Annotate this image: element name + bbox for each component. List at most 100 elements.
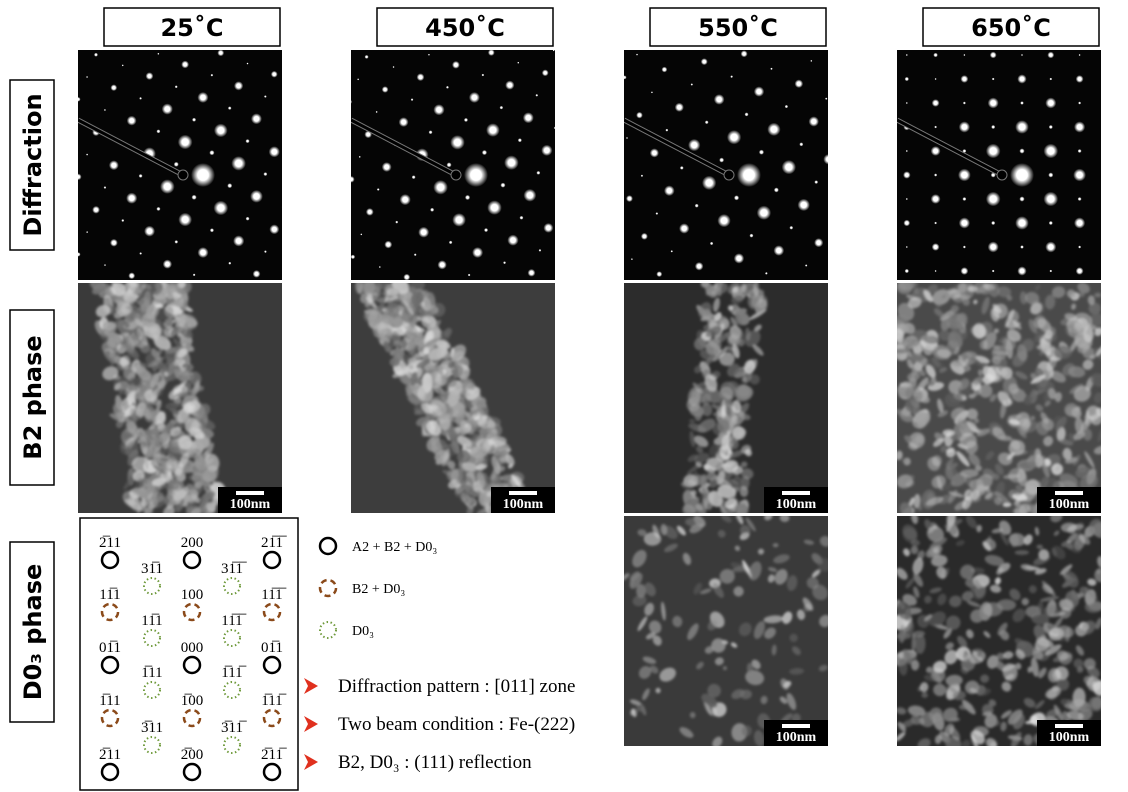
legend-label: B2 + D0₃ bbox=[352, 582, 405, 597]
diffraction-spot bbox=[251, 113, 262, 124]
diffraction-spot bbox=[934, 222, 937, 225]
diffraction-spot bbox=[122, 64, 124, 66]
diffraction-spot bbox=[931, 146, 941, 156]
diffraction-spot bbox=[245, 139, 249, 143]
diffraction-spot bbox=[962, 197, 966, 201]
diffraction-spot bbox=[92, 206, 100, 214]
diffraction-spot bbox=[517, 62, 519, 64]
diffraction-spot bbox=[541, 145, 552, 156]
diffraction-spot bbox=[524, 189, 537, 202]
diffraction-spot bbox=[830, 218, 833, 221]
diffraction-spot bbox=[1073, 169, 1086, 182]
diffraction-spot bbox=[76, 252, 81, 257]
diffraction-spot bbox=[282, 51, 284, 53]
diffraction-spot bbox=[636, 112, 643, 119]
diffraction-spot bbox=[233, 235, 244, 246]
diffraction-spot bbox=[1047, 52, 1054, 59]
diffraction-spot bbox=[399, 117, 409, 127]
diffraction-spot bbox=[617, 280, 621, 284]
beam-stop-tip bbox=[724, 170, 734, 180]
diffraction-spot bbox=[174, 162, 179, 167]
diffraction-spot bbox=[452, 61, 460, 69]
diffraction-spot bbox=[795, 79, 804, 88]
diffraction-spot bbox=[1017, 266, 1026, 275]
diffraction-spot bbox=[209, 150, 214, 155]
reflection-index: 11̅1 bbox=[99, 587, 120, 603]
scale-bar bbox=[1055, 724, 1083, 728]
diffraction-spot bbox=[963, 54, 965, 56]
diffraction-spot bbox=[671, 250, 673, 252]
reflection-index: 31̅1 bbox=[141, 561, 163, 577]
diffraction-spot bbox=[347, 99, 352, 104]
diffraction-spot bbox=[351, 255, 356, 260]
diffraction-spot bbox=[157, 53, 159, 55]
panel bbox=[351, 273, 555, 520]
reflection-index: 1̅11 bbox=[141, 665, 162, 681]
scale-bar bbox=[236, 491, 264, 495]
diffraction-spot bbox=[382, 86, 389, 93]
diffraction-spot bbox=[906, 150, 908, 152]
diffraction-spot bbox=[264, 250, 267, 253]
diffraction-spot bbox=[1078, 246, 1081, 249]
reflection-marker bbox=[320, 580, 336, 596]
column-header: 550˚C bbox=[698, 14, 778, 42]
diffraction-spot bbox=[139, 174, 143, 178]
diffraction-spot bbox=[810, 60, 812, 62]
diffraction-spot bbox=[539, 249, 542, 252]
diffraction-spot bbox=[104, 186, 107, 189]
diffraction-spot bbox=[500, 106, 504, 110]
note: Two beam condition : Fe-(222) bbox=[338, 714, 575, 735]
diffraction-spot bbox=[1010, 163, 1034, 187]
diffraction-spot bbox=[960, 267, 968, 275]
diffraction-spot bbox=[472, 247, 483, 258]
diffraction-spot bbox=[730, 75, 733, 78]
diffraction-spot bbox=[234, 81, 243, 90]
scale-bar-label: 100nm bbox=[1049, 497, 1090, 512]
diffraction-spot bbox=[395, 221, 398, 224]
diffraction-spot bbox=[156, 129, 160, 133]
diffraction-spot bbox=[799, 142, 803, 146]
diffraction-spot bbox=[250, 190, 263, 203]
diffraction-spot bbox=[986, 144, 1001, 159]
diffraction-spot bbox=[469, 92, 480, 103]
diffraction-spot bbox=[193, 274, 196, 277]
diffraction-spot bbox=[805, 264, 807, 266]
diffraction-spot bbox=[104, 264, 106, 266]
diffraction-spot bbox=[86, 154, 88, 156]
diffraction-spot bbox=[745, 112, 749, 116]
diffraction-spot bbox=[679, 223, 689, 233]
reflection-index: 100 bbox=[181, 587, 204, 603]
diffraction-spot bbox=[487, 200, 502, 215]
diffraction-spot bbox=[626, 195, 633, 202]
panel bbox=[618, 511, 834, 750]
reflection-index: 2̅11 bbox=[99, 535, 121, 551]
diffraction-spot bbox=[695, 204, 699, 208]
diffraction-spot bbox=[382, 162, 392, 172]
diffraction-spot bbox=[253, 270, 261, 278]
diffraction-spot bbox=[757, 206, 771, 220]
diffraction-spot bbox=[555, 204, 558, 207]
diffraction-spot bbox=[139, 97, 142, 100]
bullet-arrow bbox=[304, 678, 318, 694]
diffraction-spot bbox=[393, 66, 395, 68]
diffraction-spot bbox=[535, 94, 538, 97]
diffraction-spot bbox=[109, 160, 119, 170]
diffraction-spot bbox=[933, 53, 938, 58]
diffraction-spot bbox=[447, 162, 452, 167]
diffraction-spot bbox=[963, 246, 966, 249]
diffraction-spot bbox=[664, 185, 675, 196]
diffraction-spot bbox=[452, 213, 466, 227]
diffraction-bg bbox=[78, 50, 282, 280]
diffraction-spot bbox=[174, 240, 178, 244]
diffraction-spot bbox=[376, 111, 378, 113]
diffraction-spot bbox=[932, 99, 940, 107]
grain bbox=[748, 294, 760, 309]
column-header: 650˚C bbox=[971, 14, 1051, 42]
diffraction-spot bbox=[623, 75, 627, 79]
diffraction-spot bbox=[714, 94, 725, 105]
diffraction-spot bbox=[214, 201, 229, 216]
diffraction-spot bbox=[192, 118, 196, 122]
diffraction-spot bbox=[986, 192, 1001, 207]
diffraction-spot bbox=[825, 97, 827, 99]
diffraction-spot bbox=[198, 247, 209, 258]
